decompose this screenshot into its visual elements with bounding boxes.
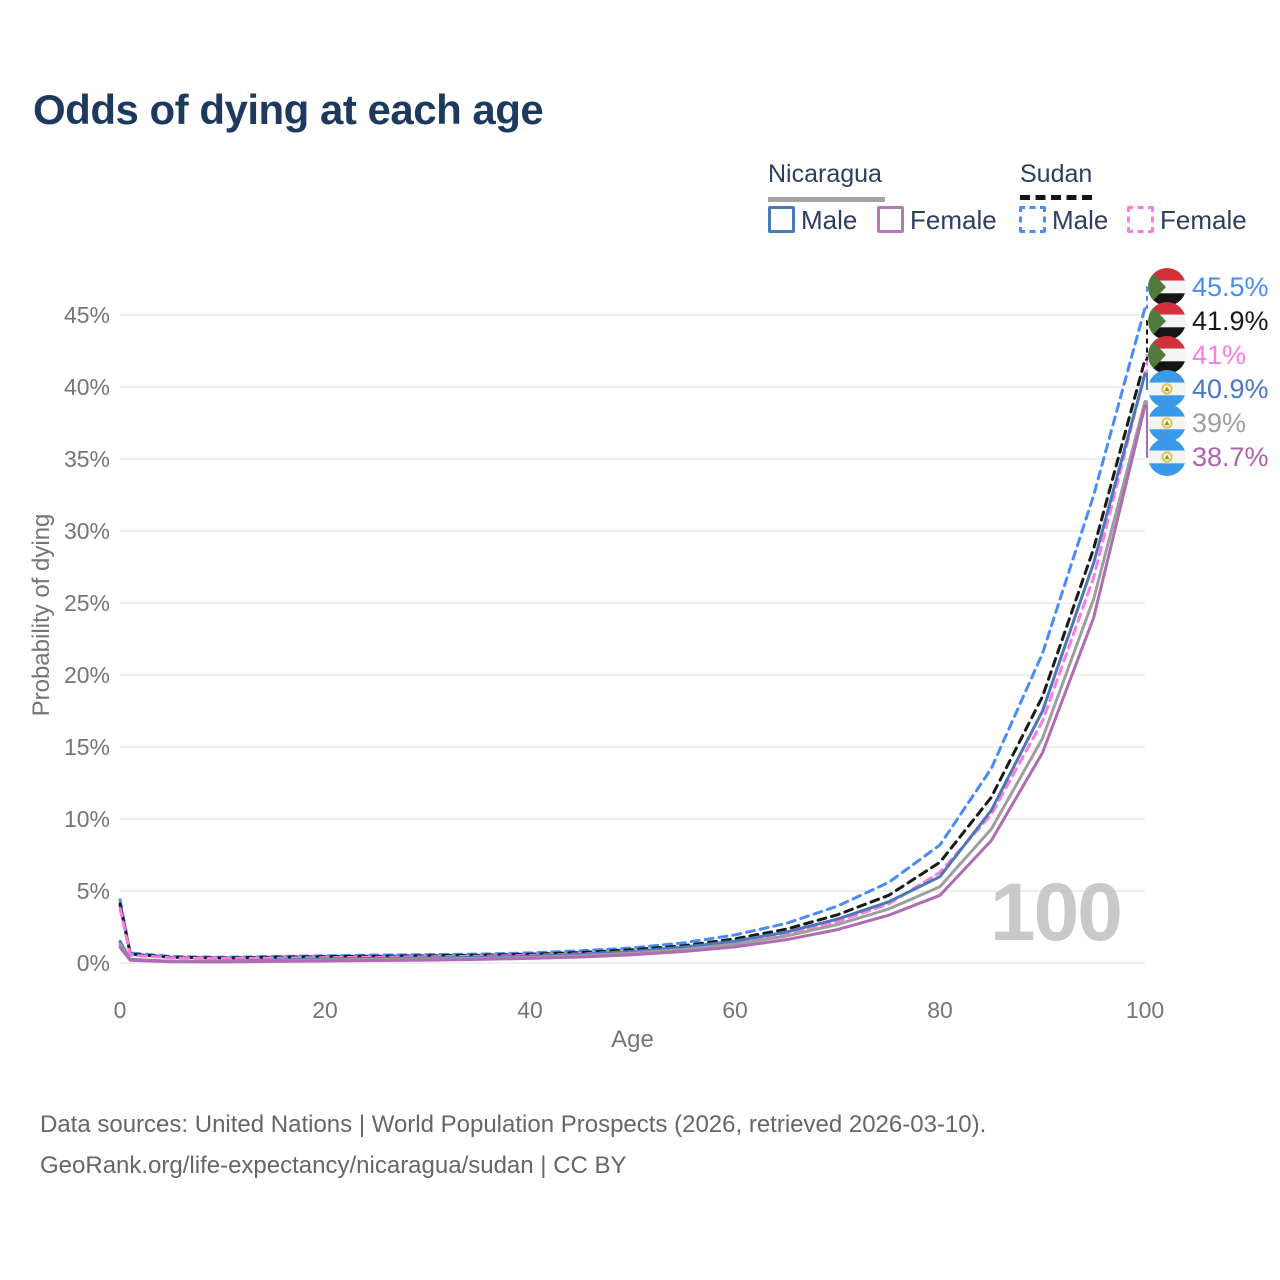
y-tick-label: 30% — [64, 518, 110, 544]
y-tick-label: 0% — [77, 950, 110, 976]
x-tick-label: 60 — [722, 997, 748, 1023]
end-value-label-nicaragua-male: 40.9% — [1192, 374, 1269, 404]
x-tick-label: 40 — [517, 997, 543, 1023]
page-title: Odds of dying at each age — [33, 86, 544, 133]
footer-attribution-url: GeoRank.org/life-expectancy/nicaragua/su… — [40, 1152, 627, 1179]
y-tick-label: 10% — [64, 806, 110, 832]
x-tick-label: 20 — [312, 997, 338, 1023]
y-tick-label: 25% — [64, 590, 110, 616]
nicaragua-female-checkbox[interactable] — [877, 206, 904, 233]
x-tick-label: 80 — [927, 997, 953, 1023]
end-value-label-nicaragua-both: 39% — [1192, 408, 1246, 438]
y-tick-label: 20% — [64, 662, 110, 688]
legend-nicaragua-male-label[interactable]: Male — [801, 205, 858, 235]
footer: Data sources: United Nations | World Pop… — [40, 1104, 986, 1186]
age-counter-watermark: 100 — [990, 867, 1123, 958]
series-line-sudan-both[interactable] — [118, 358, 1147, 960]
sudan-flag-icon — [1148, 336, 1186, 374]
series-line-sudan-male[interactable] — [118, 306, 1147, 959]
sudan-line-style-swatch — [1020, 195, 1092, 200]
footer-data-sources: Data sources: United Nations | World Pop… — [40, 1111, 987, 1138]
x-axis-title: Age — [611, 1026, 654, 1053]
nicaragua-flag-icon — [1148, 370, 1186, 408]
y-tick-label: 45% — [64, 302, 110, 328]
legend-country-nicaragua[interactable]: Nicaragua — [768, 160, 882, 188]
x-tick-label: 0 — [114, 997, 127, 1023]
nicaragua-flag-icon — [1148, 404, 1186, 442]
sudan-flag-icon — [1148, 268, 1186, 306]
label-leader-sudan-male — [1145, 286, 1151, 309]
sudan-female-checkbox[interactable] — [1127, 206, 1154, 233]
legend-country-sudan[interactable]: Sudan — [1020, 160, 1093, 188]
end-value-label-nicaragua-female: 38.7% — [1192, 442, 1269, 472]
nicaragua-flag-icon — [1148, 438, 1186, 476]
y-tick-label: 15% — [64, 734, 110, 760]
end-value-label-sudan-female: 41% — [1192, 340, 1246, 370]
y-tick-label: 35% — [64, 446, 110, 472]
x-tick-label: 100 — [1126, 997, 1164, 1023]
end-value-label-sudan-both: 41.9% — [1192, 306, 1269, 336]
nicaragua-male-checkbox[interactable] — [768, 206, 795, 233]
nicaragua-line-style-swatch — [768, 197, 885, 202]
series-line-nicaragua-female[interactable] — [118, 404, 1147, 964]
legend-nicaragua-female-label[interactable]: Female — [910, 205, 997, 235]
y-tick-label: 5% — [77, 878, 110, 904]
legend-sudan-male-label[interactable]: Male — [1052, 205, 1109, 235]
label-leader-sudan-both — [1145, 320, 1151, 361]
sudan-flag-icon — [1148, 302, 1186, 340]
legend-sudan-female-label[interactable]: Female — [1160, 205, 1247, 235]
end-value-label-sudan-male: 45.5% — [1192, 272, 1269, 302]
y-tick-label: 40% — [64, 374, 110, 400]
sudan-male-checkbox[interactable] — [1019, 206, 1046, 233]
